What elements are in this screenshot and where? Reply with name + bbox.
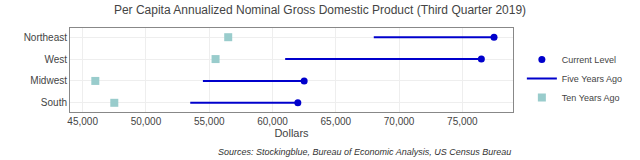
- svg-text:Midwest: Midwest: [30, 75, 67, 86]
- svg-text:West: West: [44, 54, 67, 65]
- svg-text:50,000: 50,000: [131, 116, 162, 127]
- svg-text:Northeast: Northeast: [24, 32, 68, 43]
- svg-text:Dollars: Dollars: [274, 127, 309, 139]
- svg-text:60,000: 60,000: [257, 116, 288, 127]
- svg-text:75,000: 75,000: [447, 116, 478, 127]
- svg-text:Five Years Ago: Five Years Ago: [562, 74, 622, 84]
- svg-text:65,000: 65,000: [321, 116, 352, 127]
- svg-text:Per Capita Annualized Nominal: Per Capita Annualized Nominal Gross Dome…: [114, 3, 526, 17]
- svg-text:55,000: 55,000: [194, 116, 225, 127]
- svg-text:South: South: [41, 97, 67, 108]
- svg-text:45,000: 45,000: [67, 116, 98, 127]
- svg-text:Sources: Stockingblue, Bureau: Sources: Stockingblue, Bureau of Economi…: [218, 147, 511, 157]
- svg-text:Ten Years Ago: Ten Years Ago: [562, 93, 620, 103]
- svg-text:70,000: 70,000: [384, 116, 415, 127]
- svg-text:Current Level: Current Level: [562, 55, 616, 65]
